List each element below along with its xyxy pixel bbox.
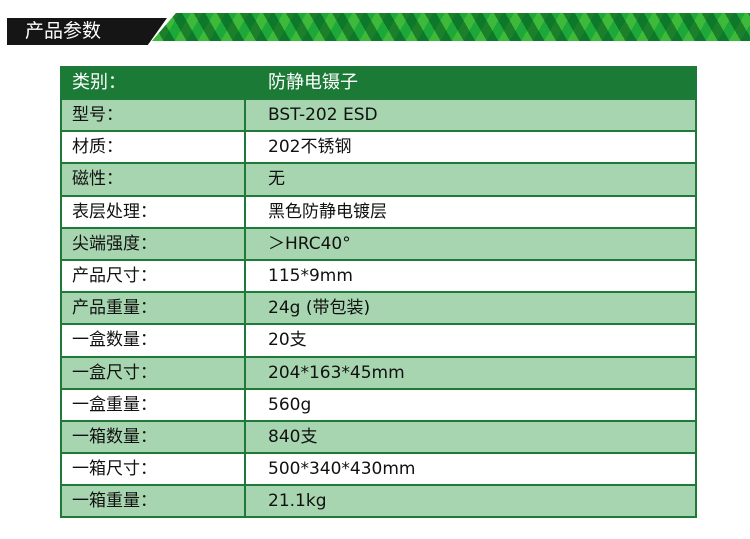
row-label: 一箱重量： xyxy=(62,486,246,517)
header-label: 类别： xyxy=(62,68,246,98)
table-row: 一箱数量： 840支 xyxy=(62,419,695,453)
header-value: 防静电镊子 xyxy=(268,72,358,93)
table-row: 尖端强度： ＞HRC40° xyxy=(62,226,695,259)
row-value: 202不锈钢 xyxy=(268,137,352,158)
row-label: 表层处理： xyxy=(62,196,246,227)
table-row: 产品尺寸： 115*9mm xyxy=(62,258,695,292)
row-label: 产品尺寸： xyxy=(62,260,246,292)
spec-table: 类别： 防静电镊子 型号： BST-202 ESD 材质： 202不锈钢磁性： 无表层处… xyxy=(60,66,697,519)
table-row: 一盒尺寸： 204*163*45mm xyxy=(62,355,695,388)
row-value: 21.1kg xyxy=(268,491,327,512)
row-value: 500*340*430mm xyxy=(268,459,416,480)
section-banner xyxy=(7,18,167,45)
row-label: 尖端强度： xyxy=(62,228,246,259)
table-row: 表层处理： 黑色防静电镀层 xyxy=(62,194,695,227)
row-label: 一盒数量： xyxy=(62,325,246,356)
table-row: 一盒重量： 560g xyxy=(62,387,695,420)
row-value: 204*163*45mm xyxy=(268,362,405,383)
row-label: 型号： xyxy=(62,100,246,131)
row-value: 黑色防静电镀层 xyxy=(268,201,387,222)
table-row: 磁性： 无 xyxy=(62,162,695,195)
decorative-pattern xyxy=(152,13,750,41)
row-value: BST-202 ESD xyxy=(268,105,378,125)
table-row: 一盒数量： 20支 xyxy=(62,323,695,356)
table-row: 产品重量： 24g (带包装) xyxy=(62,291,695,324)
row-value: 20支 xyxy=(268,330,307,351)
row-value: 560g xyxy=(268,394,312,415)
row-value: 115*9mm xyxy=(268,265,353,286)
row-label: 一盒重量： xyxy=(62,389,246,420)
table-row: 一箱尺寸： 500*340*430mm xyxy=(62,452,695,485)
table-row: 型号： BST-202 ESD xyxy=(62,98,695,131)
row-label: 产品重量： xyxy=(62,293,246,324)
section-title: 产品参数 xyxy=(25,20,102,42)
row-label: 一箱数量： xyxy=(62,421,246,453)
row-value: 840支 xyxy=(268,426,318,447)
row-label: 磁性： xyxy=(62,164,246,195)
row-label: 材质： xyxy=(62,132,246,163)
row-label: 一箱尺寸： xyxy=(62,454,246,485)
row-label: 一盒尺寸： xyxy=(62,357,246,388)
table-row: 材质： 202不锈钢 xyxy=(62,130,695,163)
row-value: 无 xyxy=(268,169,285,190)
row-value: ＞HRC40° xyxy=(268,233,351,254)
table-row: 一箱重量： 21.1kg xyxy=(62,484,695,517)
row-value: 24g (带包装) xyxy=(268,298,371,319)
table-header: 类别： 防静电镊子 xyxy=(62,68,695,98)
